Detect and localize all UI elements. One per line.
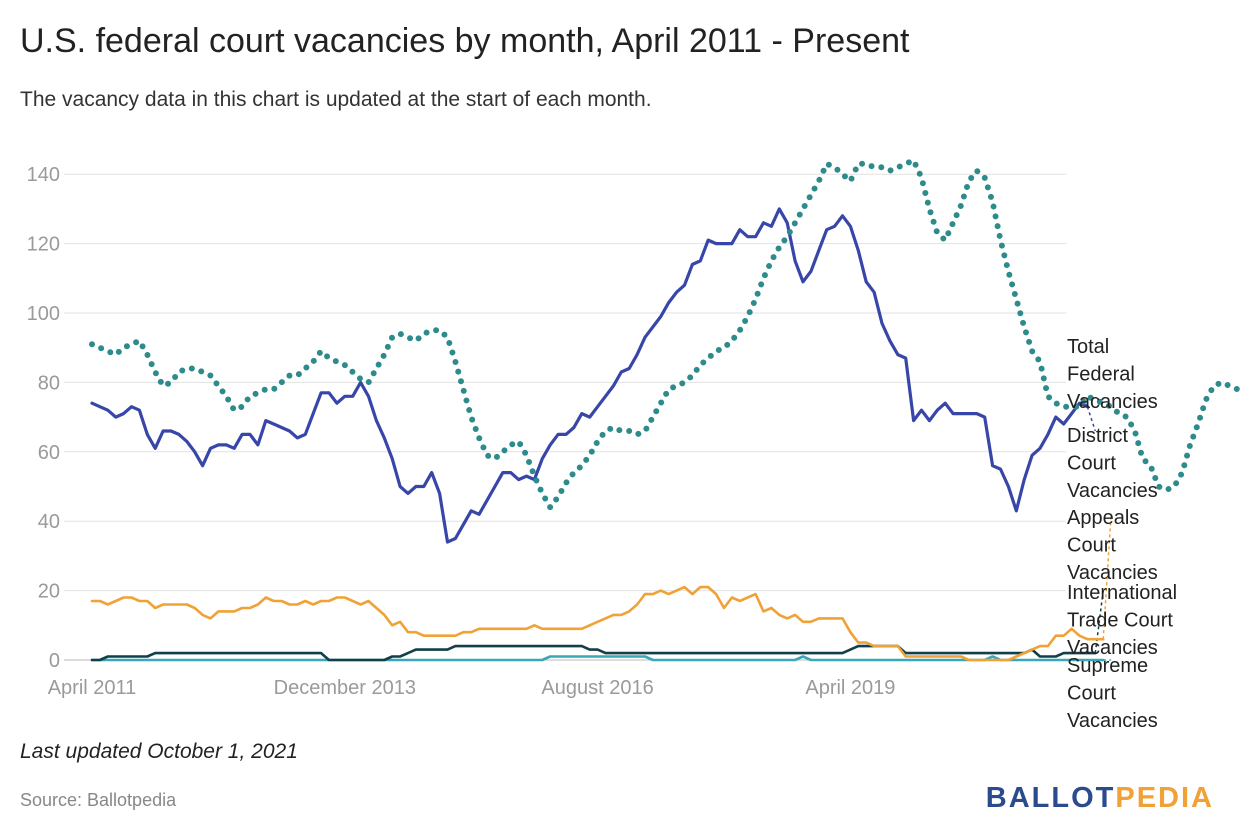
y-tick-label: 0 — [49, 650, 60, 672]
x-tick-label: April 2011 — [48, 677, 137, 699]
series-label-leader-1 — [1086, 406, 1097, 432]
x-tick-label: April 2019 — [805, 677, 895, 699]
series-label-1: District Court Vacancies — [1067, 425, 1158, 502]
series-lines — [89, 157, 1240, 662]
series-label-leader-3 — [1094, 590, 1104, 654]
y-tick-label: 40 — [38, 511, 60, 533]
series-label-line: International — [1067, 582, 1177, 604]
source-credit: Source: Ballotpedia — [20, 790, 177, 810]
series-label-line: Vacancies — [1067, 480, 1158, 502]
series-line-1 — [90, 207, 1089, 544]
series-labels: Total Federal Vacancies District Court Vacanc… — [1067, 336, 1177, 732]
x-tick-label: August 2016 — [541, 677, 653, 699]
series-line-4 — [90, 655, 1105, 662]
series-label-2: Appeals Court Vacancies — [1067, 507, 1158, 584]
series-line-0 — [89, 157, 1240, 511]
series-label-line: Total — [1067, 336, 1109, 358]
chart-title: U.S. federal court vacancies by month, A… — [20, 22, 910, 60]
series-label-line: District — [1067, 425, 1129, 447]
series-label-line: Court — [1067, 535, 1116, 557]
series-label-line: Court — [1067, 453, 1116, 475]
line-chart: 0 20 40 60 80 100 120 140 April 2011 December 20… — [27, 157, 1240, 732]
series-label-line: Vacancies — [1067, 562, 1158, 584]
series-label-line: Federal — [1067, 364, 1135, 386]
series-label-line: Vacancies — [1067, 391, 1158, 413]
series-label-line: Appeals — [1067, 507, 1139, 529]
series-label-line: Vacancies — [1067, 710, 1158, 732]
y-axis-ticks: 0 20 40 60 80 100 120 140 — [27, 164, 60, 672]
x-tick-label: December 2013 — [274, 677, 416, 699]
y-tick-label: 80 — [38, 372, 60, 394]
series-label-line: Vacancies — [1067, 637, 1158, 659]
series-label-4: Supreme Court Vacancies — [1067, 655, 1158, 732]
chart-subtitle: The vacancy data in this chart is update… — [20, 88, 652, 111]
series-label-line: Court — [1067, 683, 1116, 705]
logo-part-ballot: BALLOT — [985, 782, 1116, 814]
series-label-leader-2 — [1102, 514, 1112, 640]
x-axis-ticks: April 2011 December 2013 August 2016 April … — [48, 677, 896, 699]
y-tick-label: 20 — [38, 581, 60, 603]
y-tick-label: 140 — [27, 164, 60, 186]
series-label-3: International Trade Court Vacancies — [1067, 582, 1177, 659]
y-tick-label: 120 — [27, 234, 60, 256]
series-label-line: Trade Court — [1067, 610, 1173, 632]
series-line-2 — [90, 585, 1105, 662]
series-line-3 — [90, 644, 1097, 662]
last-updated-note: Last updated October 1, 2021 — [20, 740, 298, 763]
y-tick-label: 100 — [27, 303, 60, 325]
series-label-line: Supreme — [1067, 655, 1148, 677]
logo-part-pedia: PEDIA — [1115, 782, 1214, 814]
ballotpedia-logo: BALLOTPEDIA — [986, 782, 1214, 815]
series-label-0: Total Federal Vacancies — [1067, 336, 1158, 413]
y-tick-label: 60 — [38, 442, 60, 464]
